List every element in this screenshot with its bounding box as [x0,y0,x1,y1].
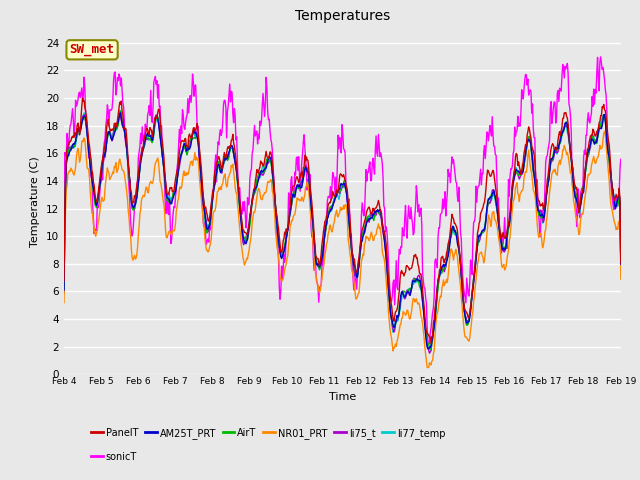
li77_temp [70,145,78,151]
NR01_PRT [423,365,431,371]
AirT [128,204,136,209]
PanelT [214,154,222,160]
NR01_PRT [601,129,609,134]
NR01_PRT [184,172,192,178]
sonicT [60,270,68,276]
Line: sonicT: sonicT [64,57,621,344]
PanelT [428,334,436,339]
NR01_PRT [214,189,221,195]
li75_t [128,205,136,211]
li77_temp [214,165,222,171]
li75_t [60,290,68,296]
PanelT [70,134,78,140]
sonicT [70,132,78,137]
li75_t [70,143,78,148]
li77_temp [185,143,193,149]
li75_t [428,339,436,345]
AM25T_PRT [185,144,193,150]
AM25T_PRT [424,346,432,352]
sonicT [214,150,221,156]
AM25T_PRT [60,287,68,293]
PanelT [79,96,86,101]
Y-axis label: Temperature (C): Temperature (C) [30,156,40,247]
Title: Temperatures: Temperatures [295,10,390,24]
sonicT [597,54,605,60]
AirT [60,286,68,291]
AirT [428,340,436,346]
li75_t [116,111,124,117]
AirT [116,108,124,114]
PanelT [428,341,435,347]
li75_t [617,263,625,268]
li77_temp [116,107,124,113]
NR01_PRT [127,247,135,252]
li75_t [426,350,433,356]
sonicT [425,341,433,347]
sonicT [410,230,418,236]
PanelT [617,260,625,265]
AM25T_PRT [617,261,625,267]
AirT [426,347,434,352]
NR01_PRT [60,300,68,306]
PanelT [128,200,136,205]
Line: PanelT: PanelT [64,98,621,344]
AirT [70,141,78,147]
AirT [214,159,222,165]
AirT [411,276,419,282]
Line: li75_t: li75_t [64,114,621,353]
AM25T_PRT [128,202,136,208]
NR01_PRT [428,362,435,368]
PanelT [411,253,419,259]
Line: li77_temp: li77_temp [64,110,621,349]
li75_t [214,162,222,168]
PanelT [60,278,68,284]
AM25T_PRT [116,110,124,116]
li77_temp [60,287,68,293]
li75_t [411,276,419,281]
NR01_PRT [70,172,78,178]
li77_temp [617,263,625,269]
Line: AirT: AirT [64,111,621,349]
AM25T_PRT [70,142,78,147]
X-axis label: Time: Time [329,392,356,402]
AM25T_PRT [214,162,222,168]
li77_temp [428,335,436,341]
li77_temp [128,204,136,210]
sonicT [428,325,435,331]
sonicT [617,156,625,162]
AirT [617,261,625,266]
AM25T_PRT [411,279,419,285]
li75_t [185,145,193,151]
li77_temp [411,278,419,284]
AM25T_PRT [428,338,436,344]
NR01_PRT [617,276,625,282]
Line: NR01_PRT: NR01_PRT [64,132,621,368]
PanelT [185,133,193,139]
Text: SW_met: SW_met [70,43,115,56]
Line: AM25T_PRT: AM25T_PRT [64,113,621,349]
NR01_PRT [410,296,418,302]
sonicT [184,96,192,101]
AirT [185,144,193,150]
sonicT [127,228,135,234]
li77_temp [426,347,433,352]
Legend: sonicT: sonicT [91,452,137,462]
